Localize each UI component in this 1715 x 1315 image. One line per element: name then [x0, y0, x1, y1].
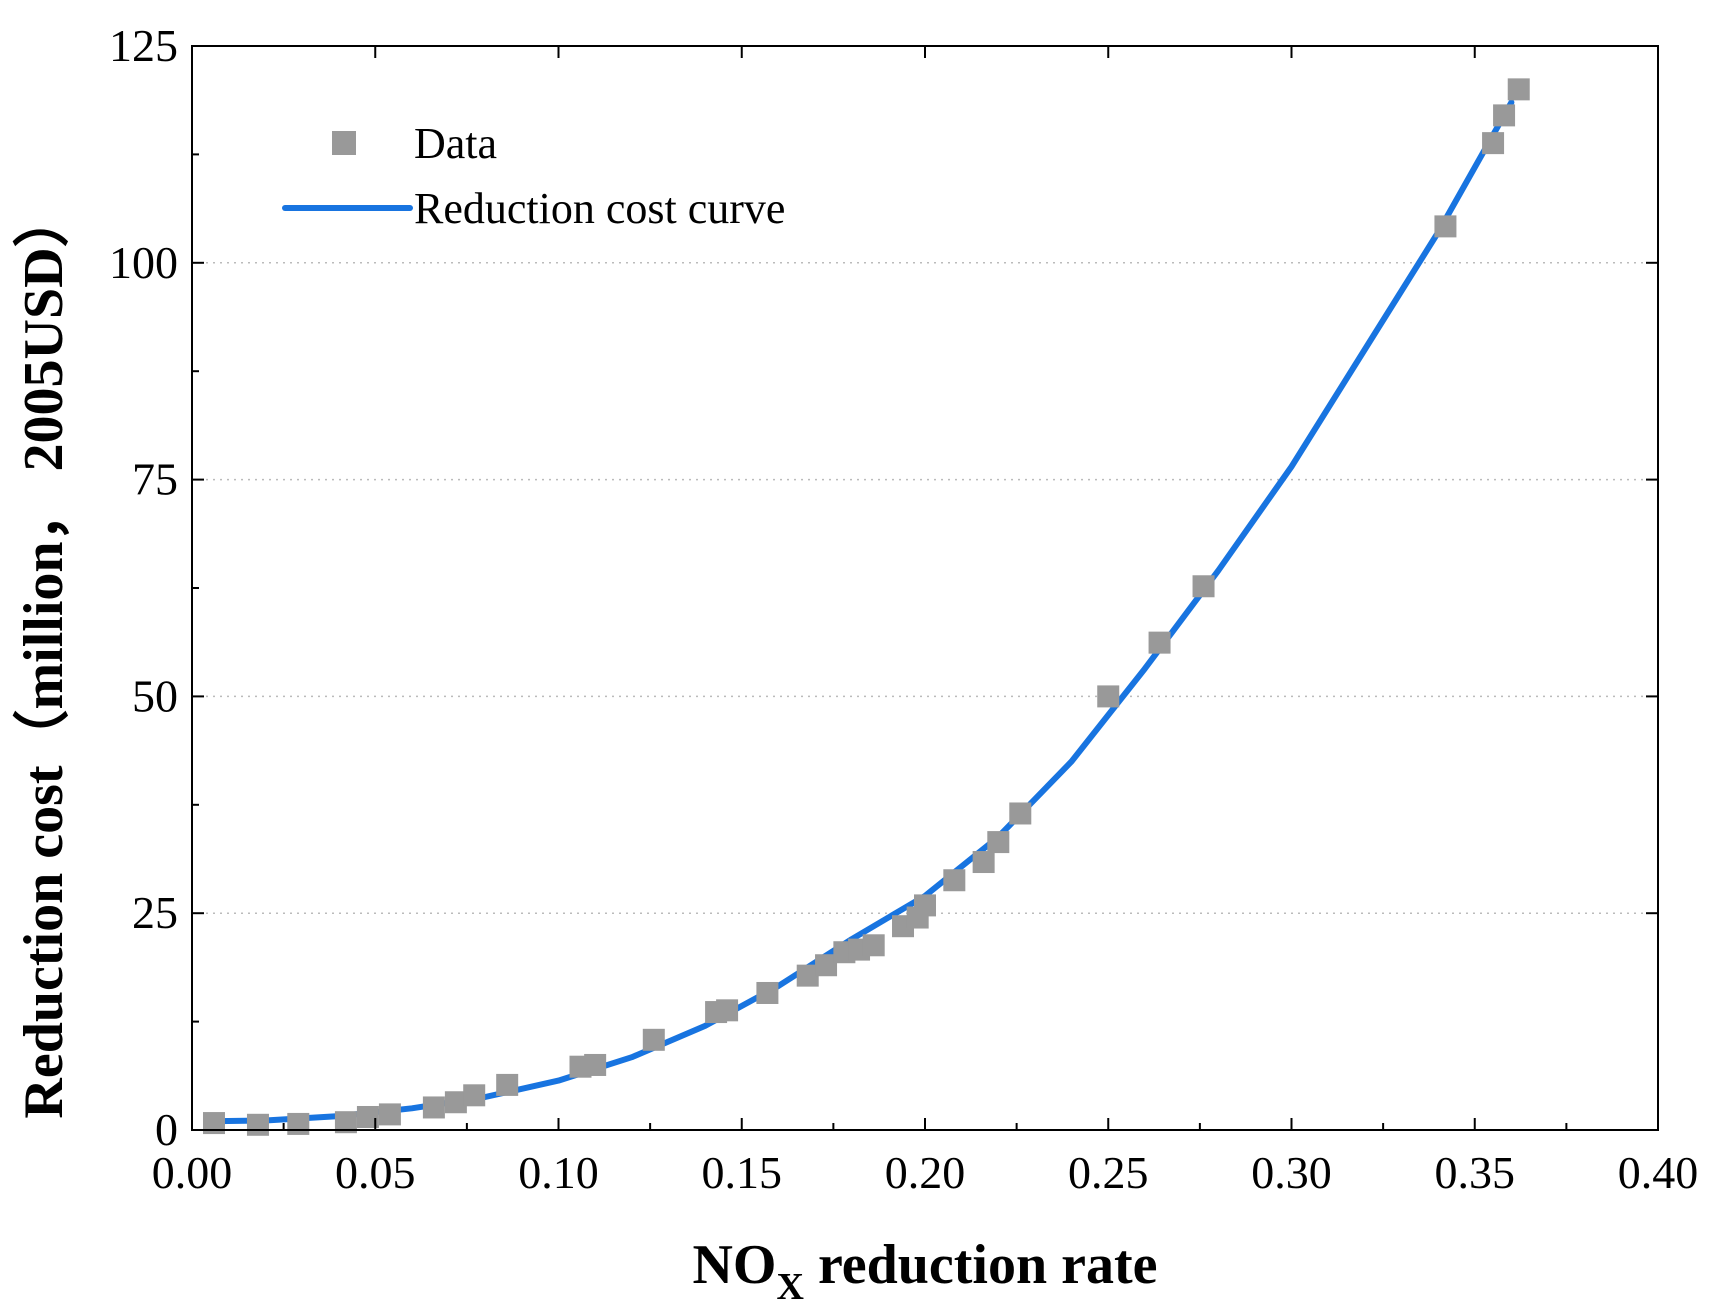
- data-point: [914, 894, 936, 917]
- y-tick-label: 0: [155, 1104, 178, 1155]
- data-point: [1507, 78, 1530, 101]
- data-point: [642, 1028, 665, 1051]
- x-tick-label: 0.00: [152, 1147, 233, 1198]
- data-point: [287, 1112, 310, 1135]
- y-tick-label: 25: [132, 887, 178, 938]
- x-tick-label: 0.15: [702, 1147, 783, 1198]
- data-point: [815, 954, 838, 977]
- data-point: [796, 964, 819, 987]
- x-axis-title-main: NO: [692, 1234, 776, 1296]
- data-point: [756, 981, 779, 1004]
- data-point: [1097, 685, 1120, 708]
- reduction-cost-curve: [207, 99, 1515, 1125]
- data-point: [202, 1112, 225, 1135]
- data-point: [716, 999, 739, 1022]
- x-tick-label: 0.35: [1435, 1147, 1516, 1198]
- data-point: [1009, 802, 1032, 825]
- legend-data-marker: [332, 131, 356, 155]
- data-point: [1493, 104, 1516, 127]
- data-point: [584, 1053, 607, 1076]
- legend: Data Reduction cost curve: [282, 119, 785, 233]
- data-point: [987, 831, 1010, 854]
- x-tick-label: 0.30: [1251, 1147, 1332, 1198]
- y-axis-title: Reduction cost（million， 2005USD）: [12, 191, 75, 1118]
- y-tick-label: 75: [132, 454, 178, 505]
- x-tick-label: 0.20: [885, 1147, 966, 1198]
- y-tick-label: 100: [109, 237, 178, 288]
- x-axis-title: NOX reduction rate: [692, 1234, 1157, 1308]
- legend-data-label: Data: [414, 119, 497, 168]
- data-point: [463, 1084, 486, 1107]
- x-tick-label: 0.10: [518, 1147, 599, 1198]
- x-tick-label: 0.40: [1618, 1147, 1699, 1198]
- marker-layer: [202, 78, 1530, 1136]
- data-point: [246, 1113, 269, 1136]
- data-point: [334, 1111, 357, 1134]
- data-point: [1482, 132, 1505, 155]
- x-tick-label: 0.05: [335, 1147, 416, 1198]
- x-tick-label: 0.25: [1068, 1147, 1149, 1198]
- legend-curve-label: Reduction cost curve: [414, 184, 785, 233]
- axis-ticks: 0.00 0.05 0.10 0.15 0.20 0.25 0.30 0.35 0.40 0 25 5…: [109, 20, 1698, 1198]
- y-tick-label: 125: [109, 20, 178, 71]
- data-point: [422, 1096, 445, 1119]
- x-axis-title-subscript: X: [776, 1266, 803, 1308]
- data-point: [1434, 215, 1457, 238]
- data-point: [356, 1105, 379, 1128]
- grid-lines: [192, 262, 1658, 914]
- curve-layer: [207, 99, 1515, 1125]
- data-point: [943, 869, 966, 892]
- data-point: [444, 1091, 467, 1114]
- data-point: [972, 851, 995, 874]
- data-point: [1148, 631, 1171, 654]
- data-point: [1192, 575, 1215, 598]
- data-point: [862, 934, 885, 957]
- x-axis-title-rest: reduction rate: [804, 1234, 1158, 1296]
- y-tick-label: 50: [132, 670, 178, 721]
- data-point: [496, 1073, 519, 1096]
- data-point: [378, 1103, 401, 1126]
